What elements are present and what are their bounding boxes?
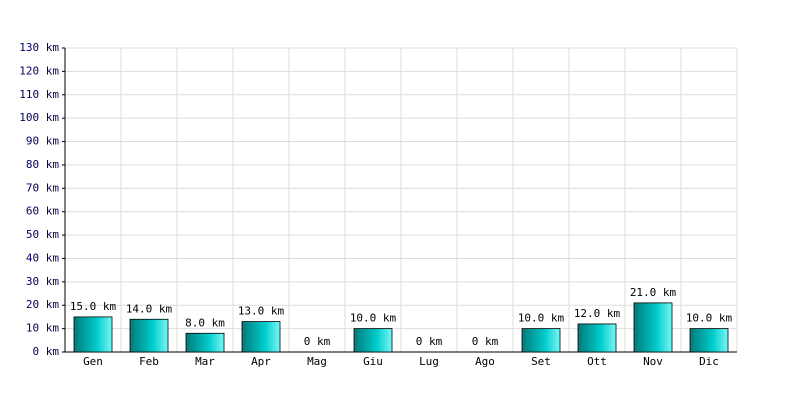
y-tick-label: 10 km bbox=[26, 322, 59, 335]
bar bbox=[129, 318, 169, 353]
value-label: 0 km bbox=[416, 335, 443, 348]
y-tick-label: 80 km bbox=[26, 158, 59, 171]
y-tick-label: 20 km bbox=[26, 298, 59, 311]
value-label: 12.0 km bbox=[574, 307, 621, 320]
x-tick-label: Apr bbox=[251, 355, 271, 368]
value-label: 8.0 km bbox=[185, 316, 225, 329]
x-tick-label: Dic bbox=[699, 355, 719, 368]
x-tick-label: Ago bbox=[475, 355, 495, 368]
value-label: 10.0 km bbox=[518, 312, 565, 325]
y-tick-label: 100 km bbox=[19, 111, 59, 124]
bar bbox=[73, 316, 113, 353]
y-tick-label: 40 km bbox=[26, 251, 59, 264]
y-tick-label: 30 km bbox=[26, 275, 59, 288]
y-tick-label: 120 km bbox=[19, 64, 59, 77]
x-tick-label: Set bbox=[531, 355, 551, 368]
y-tick-label: 90 km bbox=[26, 135, 59, 148]
y-tick-label: 70 km bbox=[26, 181, 59, 194]
x-tick-label: Mag bbox=[307, 355, 327, 368]
bar bbox=[521, 328, 561, 353]
x-tick-label: Ott bbox=[587, 355, 607, 368]
value-label: 0 km bbox=[304, 335, 331, 348]
y-tick-label: 110 km bbox=[19, 88, 59, 101]
y-tick-label: 50 km bbox=[26, 228, 59, 241]
bar bbox=[241, 321, 281, 353]
x-tick-label: Feb bbox=[139, 355, 159, 368]
value-label: 21.0 km bbox=[630, 286, 677, 299]
value-label: 15.0 km bbox=[70, 300, 117, 313]
value-label: 13.0 km bbox=[238, 305, 285, 318]
bar bbox=[577, 323, 617, 353]
x-tick-label: Giu bbox=[363, 355, 383, 368]
value-label: 10.0 km bbox=[350, 312, 397, 325]
value-label: 14.0 km bbox=[126, 302, 173, 315]
x-tick-label: Mar bbox=[195, 355, 215, 368]
bar bbox=[353, 328, 393, 353]
y-tick-label: 0 km bbox=[33, 345, 60, 358]
x-tick-label: Lug bbox=[419, 355, 439, 368]
value-label: 10.0 km bbox=[686, 312, 733, 325]
x-tick-label: Nov bbox=[643, 355, 663, 368]
y-tick-label: 130 km bbox=[19, 41, 59, 54]
bar bbox=[689, 328, 729, 353]
y-tick-label: 60 km bbox=[26, 205, 59, 218]
bar bbox=[185, 332, 225, 353]
x-tick-label: Gen bbox=[83, 355, 103, 368]
bar bbox=[633, 302, 673, 353]
value-label: 0 km bbox=[472, 335, 499, 348]
